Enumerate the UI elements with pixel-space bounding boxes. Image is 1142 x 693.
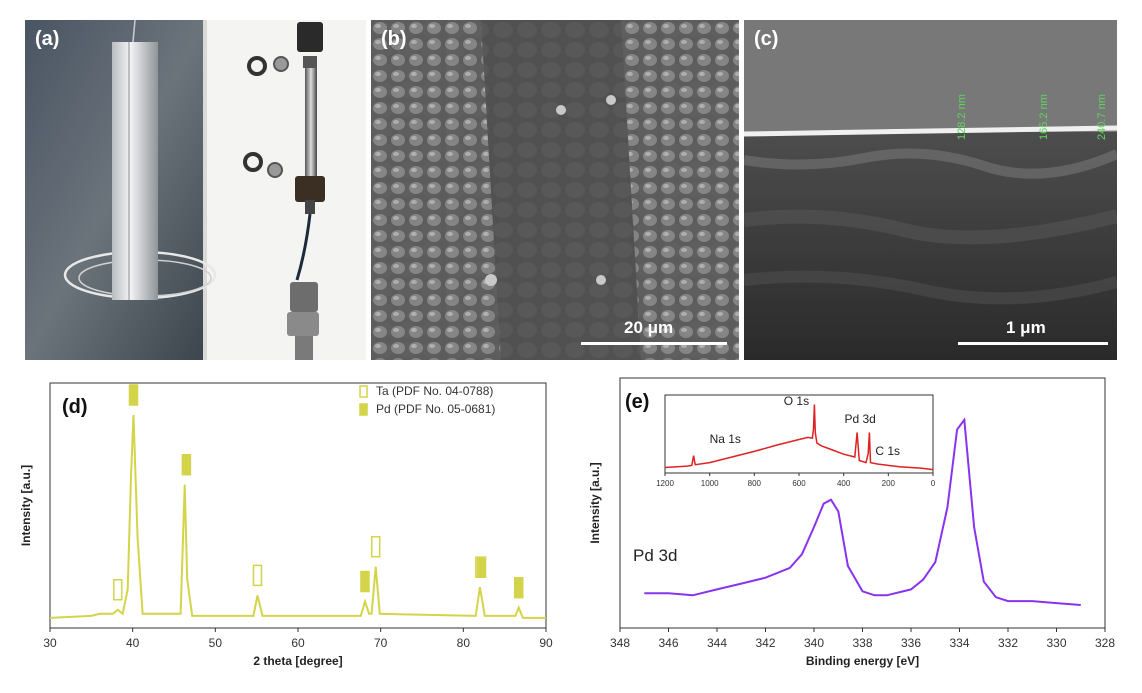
scale-bar-label-c: 1 μm [1006,318,1046,337]
plot-frame-d [49,382,547,629]
phase-marker-ta-5 [370,535,381,558]
thickness-label-1: 128.2 nm [956,94,968,140]
x-tick-label-d-1: 40 [126,636,140,650]
inset-annotation-1: O 1s [784,394,809,408]
panel-a-photo: (a) [25,20,366,360]
inset-annotation-2: Pd 3d [845,412,876,426]
x-tick-label-d-0: 30 [43,636,57,650]
x-tick-label-e-0: 348 [610,636,630,650]
inset-x-tick-label-6: 0 [931,479,936,488]
x-axis-label-e: Binding energy [eV] [806,654,919,668]
y-axis-label-e: Intensity [a.u.] [588,462,602,543]
x-tick-label-d-5: 80 [457,636,471,650]
x-tick-label-e-7: 334 [949,636,969,650]
phase-marker-pd-8 [513,576,524,599]
panel-c-sem-cross-section: (c) 128.2 nm 165.2 nm 240.7 nm 1 μm [744,20,1117,360]
panel-e-xps-chart: 348 346 344 342 340 338 336 334 332 330 328 Binding… [575,375,1120,688]
inset-annotation-3: C 1s [875,444,900,458]
x-tick-label-d-2: 50 [209,636,223,650]
phase-marker-ta-3 [252,564,263,587]
x-tick-label-e-6: 336 [901,636,921,650]
x-tick-label-e-3: 342 [755,636,775,650]
phase-marker-pd-7 [476,556,487,578]
x-tick-label-e-1: 346 [658,636,678,650]
inset-x-tick-label-5: 200 [882,479,896,488]
thickness-label-2: 165.2 nm [1038,94,1050,140]
inset-survey-line [664,404,934,471]
inset-frame [664,394,934,474]
sem-surface-image [371,20,739,360]
scale-bar-b [581,342,727,345]
xps-peak-label: Pd 3d [633,546,677,565]
panel-b-sem-surface: (b) 20 μm [371,20,739,360]
panel-label-b: (b) [381,28,407,50]
xps-chart-svg: 348 346 344 342 340 338 336 334 332 330 328 Binding… [588,377,1115,668]
x-tick-label-d-4: 70 [374,636,388,650]
phase-marker-pd-4 [360,570,370,593]
thickness-label-3: 240.7 nm [1096,94,1108,140]
scale-bar-label-b: 20 μm [624,318,674,337]
inset-annotation-0: Na 1s [710,432,741,446]
phase-marker-ta-0 [113,579,123,601]
xrd-chart-svg: 30 40 50 60 70 80 90 2 theta [degree] Intensity … [19,382,553,668]
x-tick-label-e-4: 340 [804,636,824,650]
panel-d-xrd-chart: 30 40 50 60 70 80 90 2 theta [degree] Intensity … [0,375,560,688]
phase-marker-pd-1 [128,384,139,406]
inset-x-tick-label-1: 1000 [701,479,719,488]
legend-swatch-d-1 [359,403,368,416]
phase-marker-pd-2 [181,453,192,476]
x-tick-label-e-8: 332 [998,636,1018,650]
panel-label-a: (a) [35,28,60,50]
xps-pd3d-line [644,417,1081,606]
inset-x-tick-label-3: 600 [792,479,806,488]
panel-label-d: (d) [62,396,88,418]
panel-label-e: (e) [625,391,649,413]
x-tick-label-d-6: 90 [539,636,553,650]
legend-entry-d-1: Pd (PDF No. 05-0681) [376,402,495,416]
x-tick-label-e-2: 344 [707,636,727,650]
x-axis-label-d: 2 theta [degree] [253,654,342,668]
legend-swatch-d-0 [359,385,368,398]
inset-x-tick-label-0: 1200 [656,479,674,488]
legend-entry-d-0: Ta (PDF No. 04-0788) [376,384,493,398]
inset-x-tick-label-4: 400 [837,479,851,488]
photo-reactor-parts [25,20,366,360]
x-tick-label-e-5: 338 [852,636,872,650]
y-axis-label-d: Intensity [a.u.] [19,465,33,546]
x-tick-label-d-3: 60 [291,636,305,650]
scale-bar-c [958,342,1108,345]
sem-cross-section-image [744,20,1117,360]
x-tick-label-e-10: 328 [1095,636,1115,650]
panel-label-c: (c) [754,28,779,50]
inset-x-tick-label-2: 800 [748,479,762,488]
xrd-pattern-line [49,414,546,619]
x-tick-label-e-9: 330 [1046,636,1066,650]
